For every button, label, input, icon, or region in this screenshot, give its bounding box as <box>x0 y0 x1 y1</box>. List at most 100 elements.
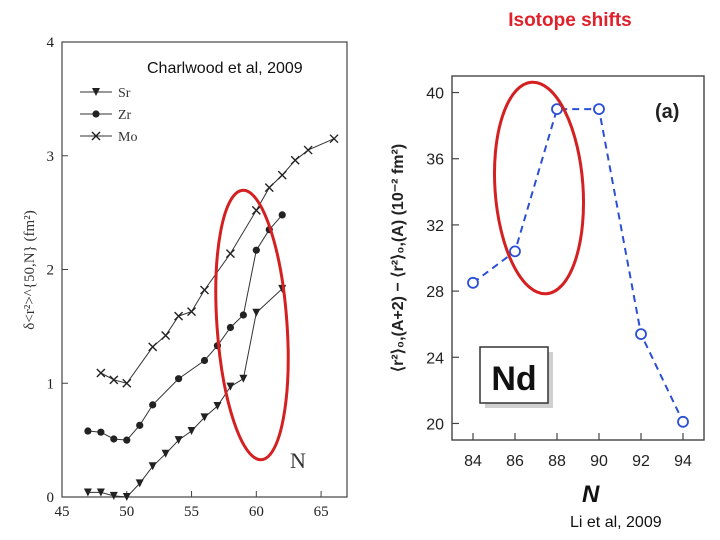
left-xtick-label: 65 <box>314 504 329 520</box>
left-data-point <box>136 421 144 429</box>
right-ytick-label: 36 <box>426 152 444 169</box>
slide-title: Isotope shifts <box>508 10 632 31</box>
left-data-point <box>148 342 158 352</box>
left-highlight-ellipse <box>214 188 290 462</box>
nd-label-box: Nd <box>479 346 553 408</box>
legend-marker <box>92 88 100 96</box>
right-ticks: 84 86 88 90 92 94 20 24 28 32 36 40 <box>426 86 692 470</box>
left-ytick-label: 1 <box>47 376 55 392</box>
left-xtick-label: 55 <box>184 504 199 520</box>
left-data-point <box>290 155 300 165</box>
left-data-point <box>200 285 209 295</box>
nd-annotation: Nd <box>491 360 536 398</box>
left-data-point <box>109 375 119 385</box>
left-data-point <box>226 323 235 332</box>
right-ytick-label: 24 <box>426 350 444 367</box>
right-data-point <box>677 415 689 428</box>
left-data-point <box>97 428 105 436</box>
right-chart: 84 86 88 90 92 94 20 24 28 32 36 40 (a) Nd N ⟨r²⟩₀,… <box>390 75 705 508</box>
left-data-point <box>225 249 235 259</box>
left-data-point <box>96 488 105 497</box>
right-ylabel: ⟨r²⟩₀,(A+2) − ⟨r²⟩₀,(A) (10⁻² fm²) <box>390 144 407 372</box>
left-data-point <box>277 170 287 180</box>
left-data-point <box>84 427 92 435</box>
left-data-point <box>252 246 260 254</box>
right-xtick-label: 92 <box>632 453 650 470</box>
left-data-point <box>161 449 170 458</box>
right-data-point <box>509 245 521 258</box>
legend-marker <box>91 131 101 141</box>
right-ytick-label: 20 <box>426 416 444 433</box>
left-series-zr <box>84 211 286 444</box>
right-xtick-label: 90 <box>590 453 608 470</box>
right-xlabel: N <box>582 481 600 508</box>
left-data-point <box>123 436 131 444</box>
left-data-point <box>187 307 197 317</box>
left-chart: 45 50 55 60 65 0 1 2 3 4 Sr Zr Mo N δ<r²>^{50,N} (f… <box>22 35 348 520</box>
left-data-point <box>278 211 286 219</box>
left-ticks: 45 50 55 60 65 0 1 2 3 4 <box>47 35 329 520</box>
legend-marker <box>92 110 100 118</box>
left-data-point <box>161 330 171 340</box>
right-highlight-ellipse <box>492 80 586 296</box>
right-data-point <box>467 276 479 289</box>
right-panel-label: (a) <box>655 101 679 123</box>
left-series-line <box>87 288 283 498</box>
left-xtick-label: 50 <box>119 504 134 520</box>
right-xtick-label: 88 <box>548 453 566 470</box>
left-data-point <box>148 462 157 471</box>
left-data-point <box>96 368 106 378</box>
credit-right: Li et al, 2009 <box>570 514 662 531</box>
right-ytick-label: 40 <box>426 86 444 103</box>
left-data-point <box>174 375 183 383</box>
right-series-line <box>472 108 684 423</box>
left-data-point <box>239 311 247 319</box>
left-plot-frame <box>61 41 348 498</box>
left-xtick-label: 45 <box>55 504 70 520</box>
legend-entry: Mo <box>80 130 137 145</box>
right-xtick-label: 94 <box>674 453 692 470</box>
left-data-point <box>239 374 248 383</box>
left-xlabel: N <box>290 448 306 473</box>
left-data-point <box>109 491 118 500</box>
left-xtick-label: 60 <box>249 504 264 520</box>
left-data-point <box>83 488 92 497</box>
credit-left: Charlwood et al, 2009 <box>147 60 303 77</box>
legend-label: Mo <box>118 130 137 145</box>
left-ytick-label: 0 <box>47 490 55 506</box>
right-xtick-label: 86 <box>506 453 524 470</box>
right-ytick-label: 28 <box>426 284 444 301</box>
legend-label: Zr <box>118 108 132 123</box>
right-xtick-label: 84 <box>464 453 482 470</box>
legend-label: Sr <box>118 86 131 101</box>
left-data-point <box>200 356 209 365</box>
left-data-point <box>174 311 184 321</box>
left-data-point <box>251 205 261 215</box>
right-series-nd <box>467 103 689 428</box>
left-ytick-label: 2 <box>47 263 55 279</box>
left-series <box>83 134 339 501</box>
left-series-mo <box>96 134 339 388</box>
legend-entry: Sr <box>80 86 131 101</box>
right-ytick-label: 32 <box>426 218 444 235</box>
right-data-point <box>551 103 563 115</box>
left-data-point <box>187 427 196 436</box>
left-data-point <box>264 183 274 193</box>
left-series-sr <box>83 284 287 501</box>
right-data-point <box>593 103 605 115</box>
left-data-point <box>149 401 157 409</box>
left-data-point <box>213 402 222 410</box>
left-ytick-label: 3 <box>47 149 55 165</box>
left-ylabel: δ<r²>^{50,N} (fm²) <box>22 210 38 329</box>
left-data-point <box>110 435 118 443</box>
left-data-point <box>329 134 339 144</box>
left-data-point <box>122 493 131 501</box>
right-plot-frame <box>451 75 705 441</box>
left-data-point <box>226 382 235 391</box>
legend-entry: Zr <box>80 108 132 123</box>
left-data-point <box>174 436 183 445</box>
left-data-point <box>200 413 209 422</box>
left-data-point <box>135 479 144 488</box>
right-series <box>467 103 689 428</box>
